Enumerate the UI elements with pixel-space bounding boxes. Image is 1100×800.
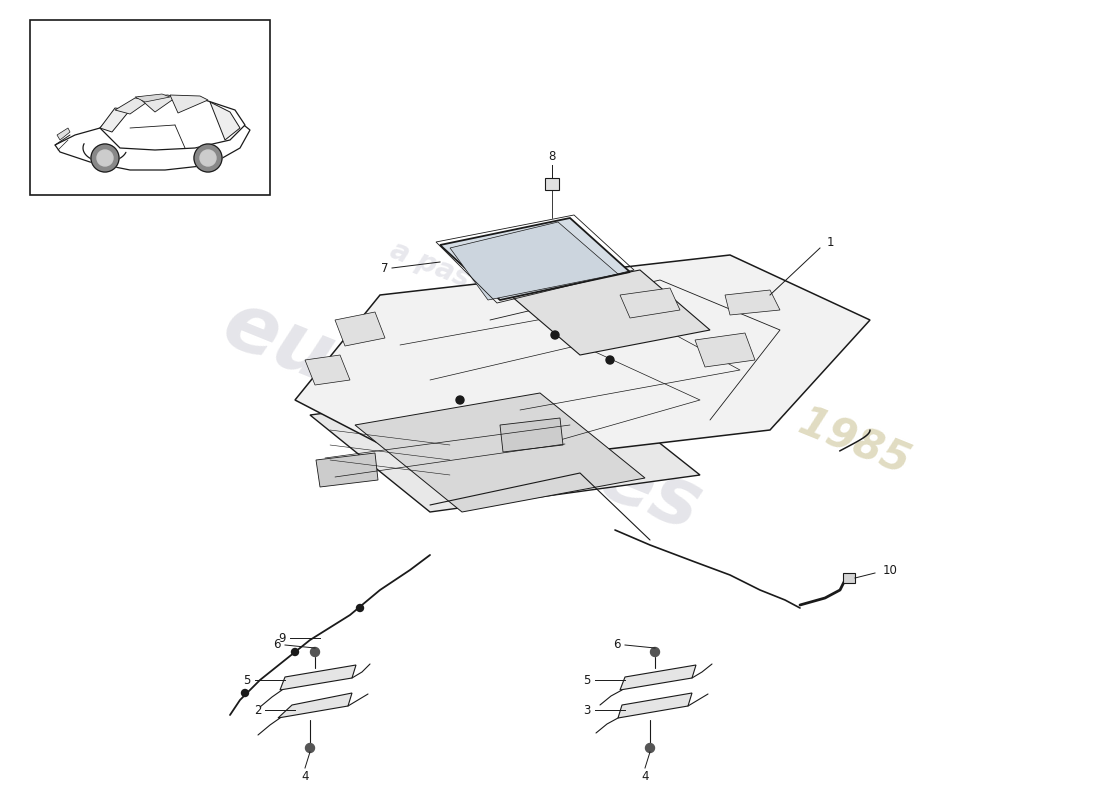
Polygon shape [295, 255, 870, 470]
Polygon shape [100, 108, 130, 132]
Polygon shape [620, 665, 696, 690]
Polygon shape [100, 98, 245, 150]
Polygon shape [618, 693, 692, 718]
Polygon shape [510, 270, 710, 355]
Polygon shape [620, 288, 680, 318]
Circle shape [456, 396, 464, 404]
Polygon shape [336, 312, 385, 346]
Text: 4: 4 [301, 770, 309, 782]
Text: 9: 9 [278, 631, 286, 645]
Text: 6: 6 [614, 638, 620, 651]
Text: 2: 2 [254, 703, 262, 717]
Polygon shape [310, 380, 700, 512]
Polygon shape [55, 120, 250, 170]
Circle shape [606, 356, 614, 364]
Polygon shape [57, 128, 70, 140]
Polygon shape [695, 333, 755, 367]
Polygon shape [116, 98, 150, 114]
Polygon shape [280, 665, 356, 690]
Circle shape [292, 649, 298, 655]
Polygon shape [278, 693, 352, 718]
Polygon shape [500, 418, 563, 452]
Circle shape [306, 743, 315, 753]
Polygon shape [138, 95, 175, 112]
Text: a passion for parts: a passion for parts [386, 236, 670, 372]
Bar [843, 573, 855, 583]
Bar [544, 178, 559, 190]
Circle shape [356, 605, 363, 611]
Circle shape [242, 690, 249, 697]
Text: 6: 6 [273, 638, 280, 651]
Text: 7: 7 [382, 262, 388, 274]
Polygon shape [725, 290, 780, 315]
Circle shape [310, 647, 319, 657]
Text: 8: 8 [548, 150, 556, 163]
Polygon shape [450, 222, 618, 300]
Circle shape [194, 144, 222, 172]
Text: 1: 1 [826, 237, 834, 250]
Text: 5: 5 [583, 674, 591, 686]
Polygon shape [305, 355, 350, 385]
Circle shape [646, 743, 654, 753]
Bar [30, 20, 270, 195]
Polygon shape [355, 393, 645, 512]
Polygon shape [440, 218, 630, 300]
Text: eurospares: eurospares [211, 285, 713, 547]
Polygon shape [135, 94, 170, 102]
Polygon shape [210, 102, 240, 140]
Circle shape [200, 150, 216, 166]
Polygon shape [316, 453, 378, 487]
Text: 5: 5 [243, 674, 251, 686]
Text: 10: 10 [882, 563, 898, 577]
Circle shape [91, 144, 119, 172]
Polygon shape [170, 95, 208, 113]
Circle shape [551, 331, 559, 339]
Text: 4: 4 [641, 770, 649, 782]
Circle shape [650, 647, 660, 657]
Circle shape [97, 150, 113, 166]
Text: since 1985: since 1985 [668, 350, 916, 482]
Text: 3: 3 [583, 703, 591, 717]
